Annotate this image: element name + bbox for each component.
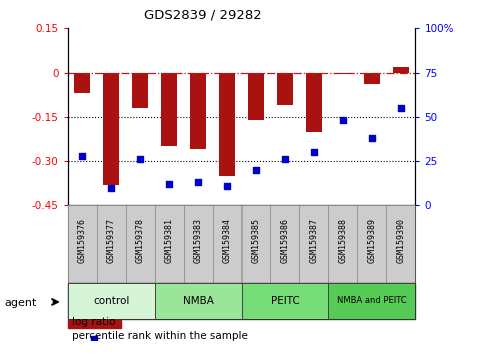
Text: percentile rank within the sample: percentile rank within the sample	[72, 331, 248, 341]
Bar	[184, 205, 213, 283]
Text: GSM159384: GSM159384	[223, 218, 231, 263]
Bar	[213, 205, 242, 283]
Text: GSM159389: GSM159389	[368, 218, 376, 263]
Text: GSM159390: GSM159390	[397, 218, 405, 263]
Bar	[155, 205, 184, 283]
Bar	[97, 205, 126, 283]
Bar	[242, 205, 270, 283]
Text: GSM159386: GSM159386	[281, 218, 289, 263]
Bar	[277, 73, 293, 105]
Bar	[335, 73, 351, 74]
Point	[78, 153, 86, 159]
Bar	[68, 205, 97, 283]
Bar	[248, 73, 264, 120]
Text: control: control	[93, 296, 129, 306]
Bar	[299, 205, 328, 283]
Bar	[357, 205, 386, 283]
Point	[368, 135, 376, 141]
Point	[107, 185, 115, 190]
Text: GSM159381: GSM159381	[165, 218, 173, 263]
Text: GSM159385: GSM159385	[252, 218, 260, 263]
Text: GSM159376: GSM159376	[78, 218, 86, 263]
Bar	[68, 320, 121, 327]
Text: GDS2839 / 29282: GDS2839 / 29282	[144, 9, 262, 22]
Bar	[364, 73, 380, 84]
Bar	[393, 67, 409, 73]
Bar	[132, 73, 148, 108]
Bar	[155, 283, 242, 319]
Text: PEITC: PEITC	[270, 296, 299, 306]
Text: agent: agent	[5, 298, 37, 308]
Bar	[270, 205, 299, 283]
Point	[136, 156, 144, 162]
Bar	[328, 205, 357, 283]
Point	[397, 105, 405, 111]
Text: GSM159388: GSM159388	[339, 218, 347, 263]
Text: GSM159378: GSM159378	[136, 218, 144, 263]
Text: GSM159383: GSM159383	[194, 218, 202, 263]
Text: NMBA: NMBA	[183, 296, 213, 306]
Bar	[219, 73, 235, 176]
Point	[194, 179, 202, 185]
Point	[252, 167, 260, 173]
Point	[310, 149, 318, 155]
Bar	[242, 283, 328, 319]
Text: NMBA and PEITC: NMBA and PEITC	[337, 296, 407, 306]
Bar	[386, 205, 415, 283]
Text: GSM159387: GSM159387	[310, 218, 318, 263]
Point	[339, 118, 347, 123]
Bar	[306, 73, 322, 132]
Point	[165, 181, 173, 187]
Point	[223, 183, 231, 189]
Text: GSM159377: GSM159377	[107, 218, 115, 263]
Bar	[190, 73, 206, 149]
Bar	[74, 73, 90, 93]
Bar	[103, 73, 119, 185]
Text: log ratio: log ratio	[72, 317, 116, 327]
Point	[281, 156, 289, 162]
Bar	[328, 283, 415, 319]
Bar	[68, 283, 155, 319]
Point	[90, 336, 98, 342]
Bar	[161, 73, 177, 146]
Bar	[126, 205, 155, 283]
